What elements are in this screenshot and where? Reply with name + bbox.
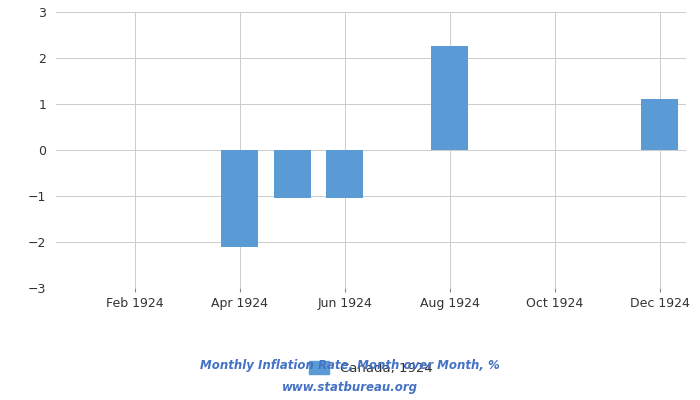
Bar <box>641 99 678 150</box>
Bar <box>274 150 311 198</box>
Text: www.statbureau.org: www.statbureau.org <box>282 382 418 394</box>
Bar <box>431 46 468 150</box>
Bar <box>221 150 258 246</box>
Text: Monthly Inflation Rate, Month over Month, %: Monthly Inflation Rate, Month over Month… <box>200 360 500 372</box>
Bar <box>326 150 363 198</box>
Legend: Canada, 1924: Canada, 1924 <box>304 355 438 380</box>
